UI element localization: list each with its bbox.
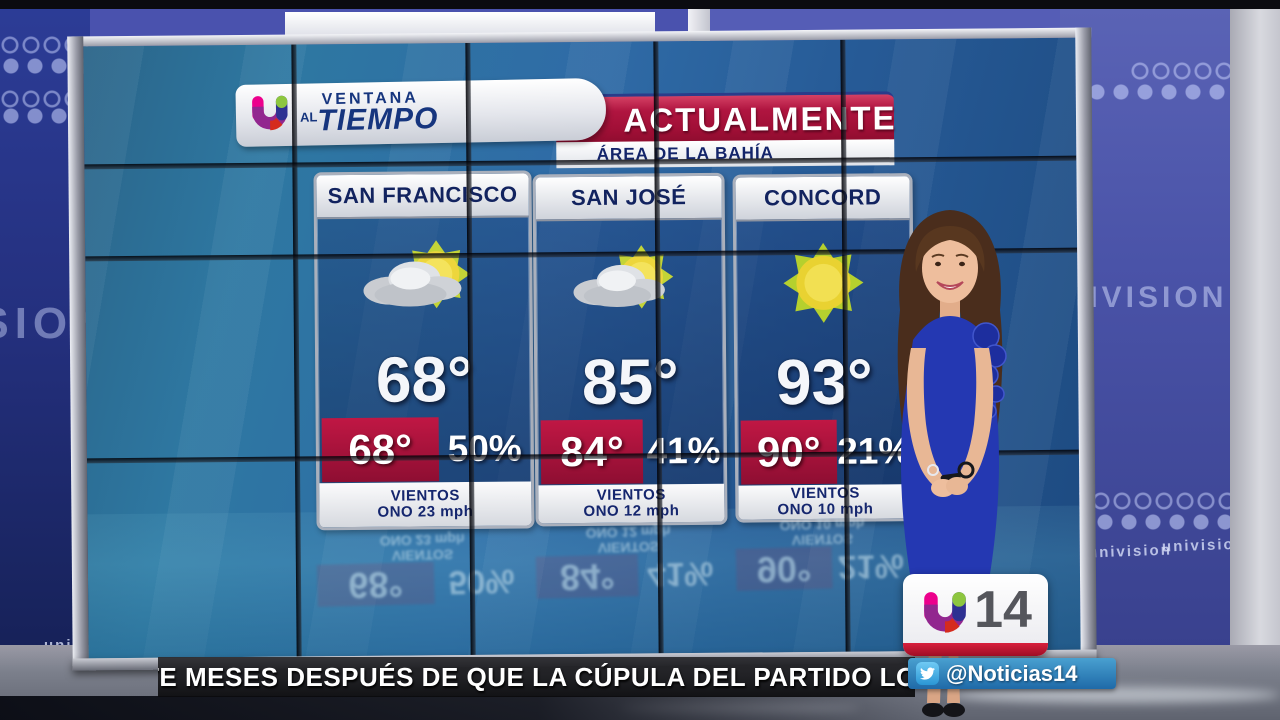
wall-dots-pattern (1070, 491, 1250, 511)
wind-value: ONO 12 mph (583, 502, 680, 520)
temp-humidity-band: 68° 50% (319, 415, 532, 483)
wall-dots-pattern (0, 89, 78, 109)
presenter-arm (952, 348, 994, 493)
presenter-shoe (922, 703, 944, 717)
card-reflection: 84° 41% VIENTOS ONO 12 mph (535, 521, 723, 603)
show-logo-al: AL (299, 109, 318, 125)
city-name-bar: SAN FRANCISCO (316, 173, 529, 220)
temp-humidity-band: 84° 41% (538, 418, 725, 486)
partly-cloudy-icon (573, 245, 674, 309)
wind-value: ONO 23 mph (377, 502, 474, 521)
badge-red-stripe (903, 643, 1048, 656)
temp-box: 84° (540, 419, 644, 485)
twitter-handle-bar: @Noticias14 (908, 658, 1116, 689)
weather-card-san-jose: SAN JOSÉ (532, 172, 728, 527)
city-name: SAN FRANCISCO (327, 181, 518, 209)
humidity-value: 50% (447, 427, 522, 470)
show-logo-bar: VENTANA AL TIEMPO (235, 77, 607, 147)
floor-shadow (0, 696, 1280, 720)
humidity-value: 41% (646, 429, 721, 472)
weather-board: ACTUALMENTE ÁREA DE LA BAHÍA VENTANA AL (67, 27, 1097, 671)
channel-number: 14 (974, 581, 1032, 639)
presenter-shoe (943, 703, 965, 717)
wall-dots-pattern (1086, 81, 1250, 103)
wind-bar: VIENTOS ONO 23 mph (319, 481, 532, 528)
show-logo-text: VENTANA AL TIEMPO (299, 89, 439, 138)
studio-side-panel (1230, 9, 1280, 655)
weather-card-san-francisco: SAN FRANCISCO (313, 170, 535, 531)
bracelet (957, 461, 975, 479)
wind-bar: VIENTOS ONO 12 mph (538, 483, 725, 524)
city-name-bar: SAN JOSÉ (535, 175, 722, 222)
univision-logo-icon (924, 592, 966, 633)
show-logo-tiempo: TIEMPO (317, 102, 439, 138)
presenter-smile (936, 281, 964, 290)
current-temp: 68° (375, 342, 473, 416)
wall-dots-pattern (1070, 511, 1250, 533)
wall-dots-pattern (1130, 61, 1250, 81)
presenter-face (922, 233, 978, 303)
ticker-text: TE MESES DESPUÉS DE QUE LA CÚPULA DEL PA… (158, 661, 915, 692)
news-ticker: TE MESES DESPUÉS DE QUE LA CÚPULA DEL PA… (158, 657, 915, 697)
twitter-icon (916, 662, 939, 685)
city-name: SAN JOSÉ (570, 184, 687, 211)
twitter-handle: @Noticias14 (946, 660, 1078, 686)
studio-ceiling-bar (0, 0, 1280, 9)
univision-14-badge: 14 (903, 574, 1048, 656)
presenter (897, 210, 1007, 717)
presenter-arm (906, 348, 948, 493)
wall-brand-text: univision (1087, 541, 1173, 562)
card-reflection: 68° 50% VIENTOS ONO 23 mph (316, 529, 530, 611)
board-surface: ACTUALMENTE ÁREA DE LA BAHÍA VENTANA AL (83, 37, 1081, 659)
univision-logo-icon (252, 95, 288, 131)
wall-dots-pattern (0, 105, 78, 127)
partly-cloudy-icon (363, 240, 471, 309)
bracelet (927, 464, 939, 476)
current-temp: 85° (581, 345, 679, 419)
temp-box: 68° (321, 417, 439, 483)
